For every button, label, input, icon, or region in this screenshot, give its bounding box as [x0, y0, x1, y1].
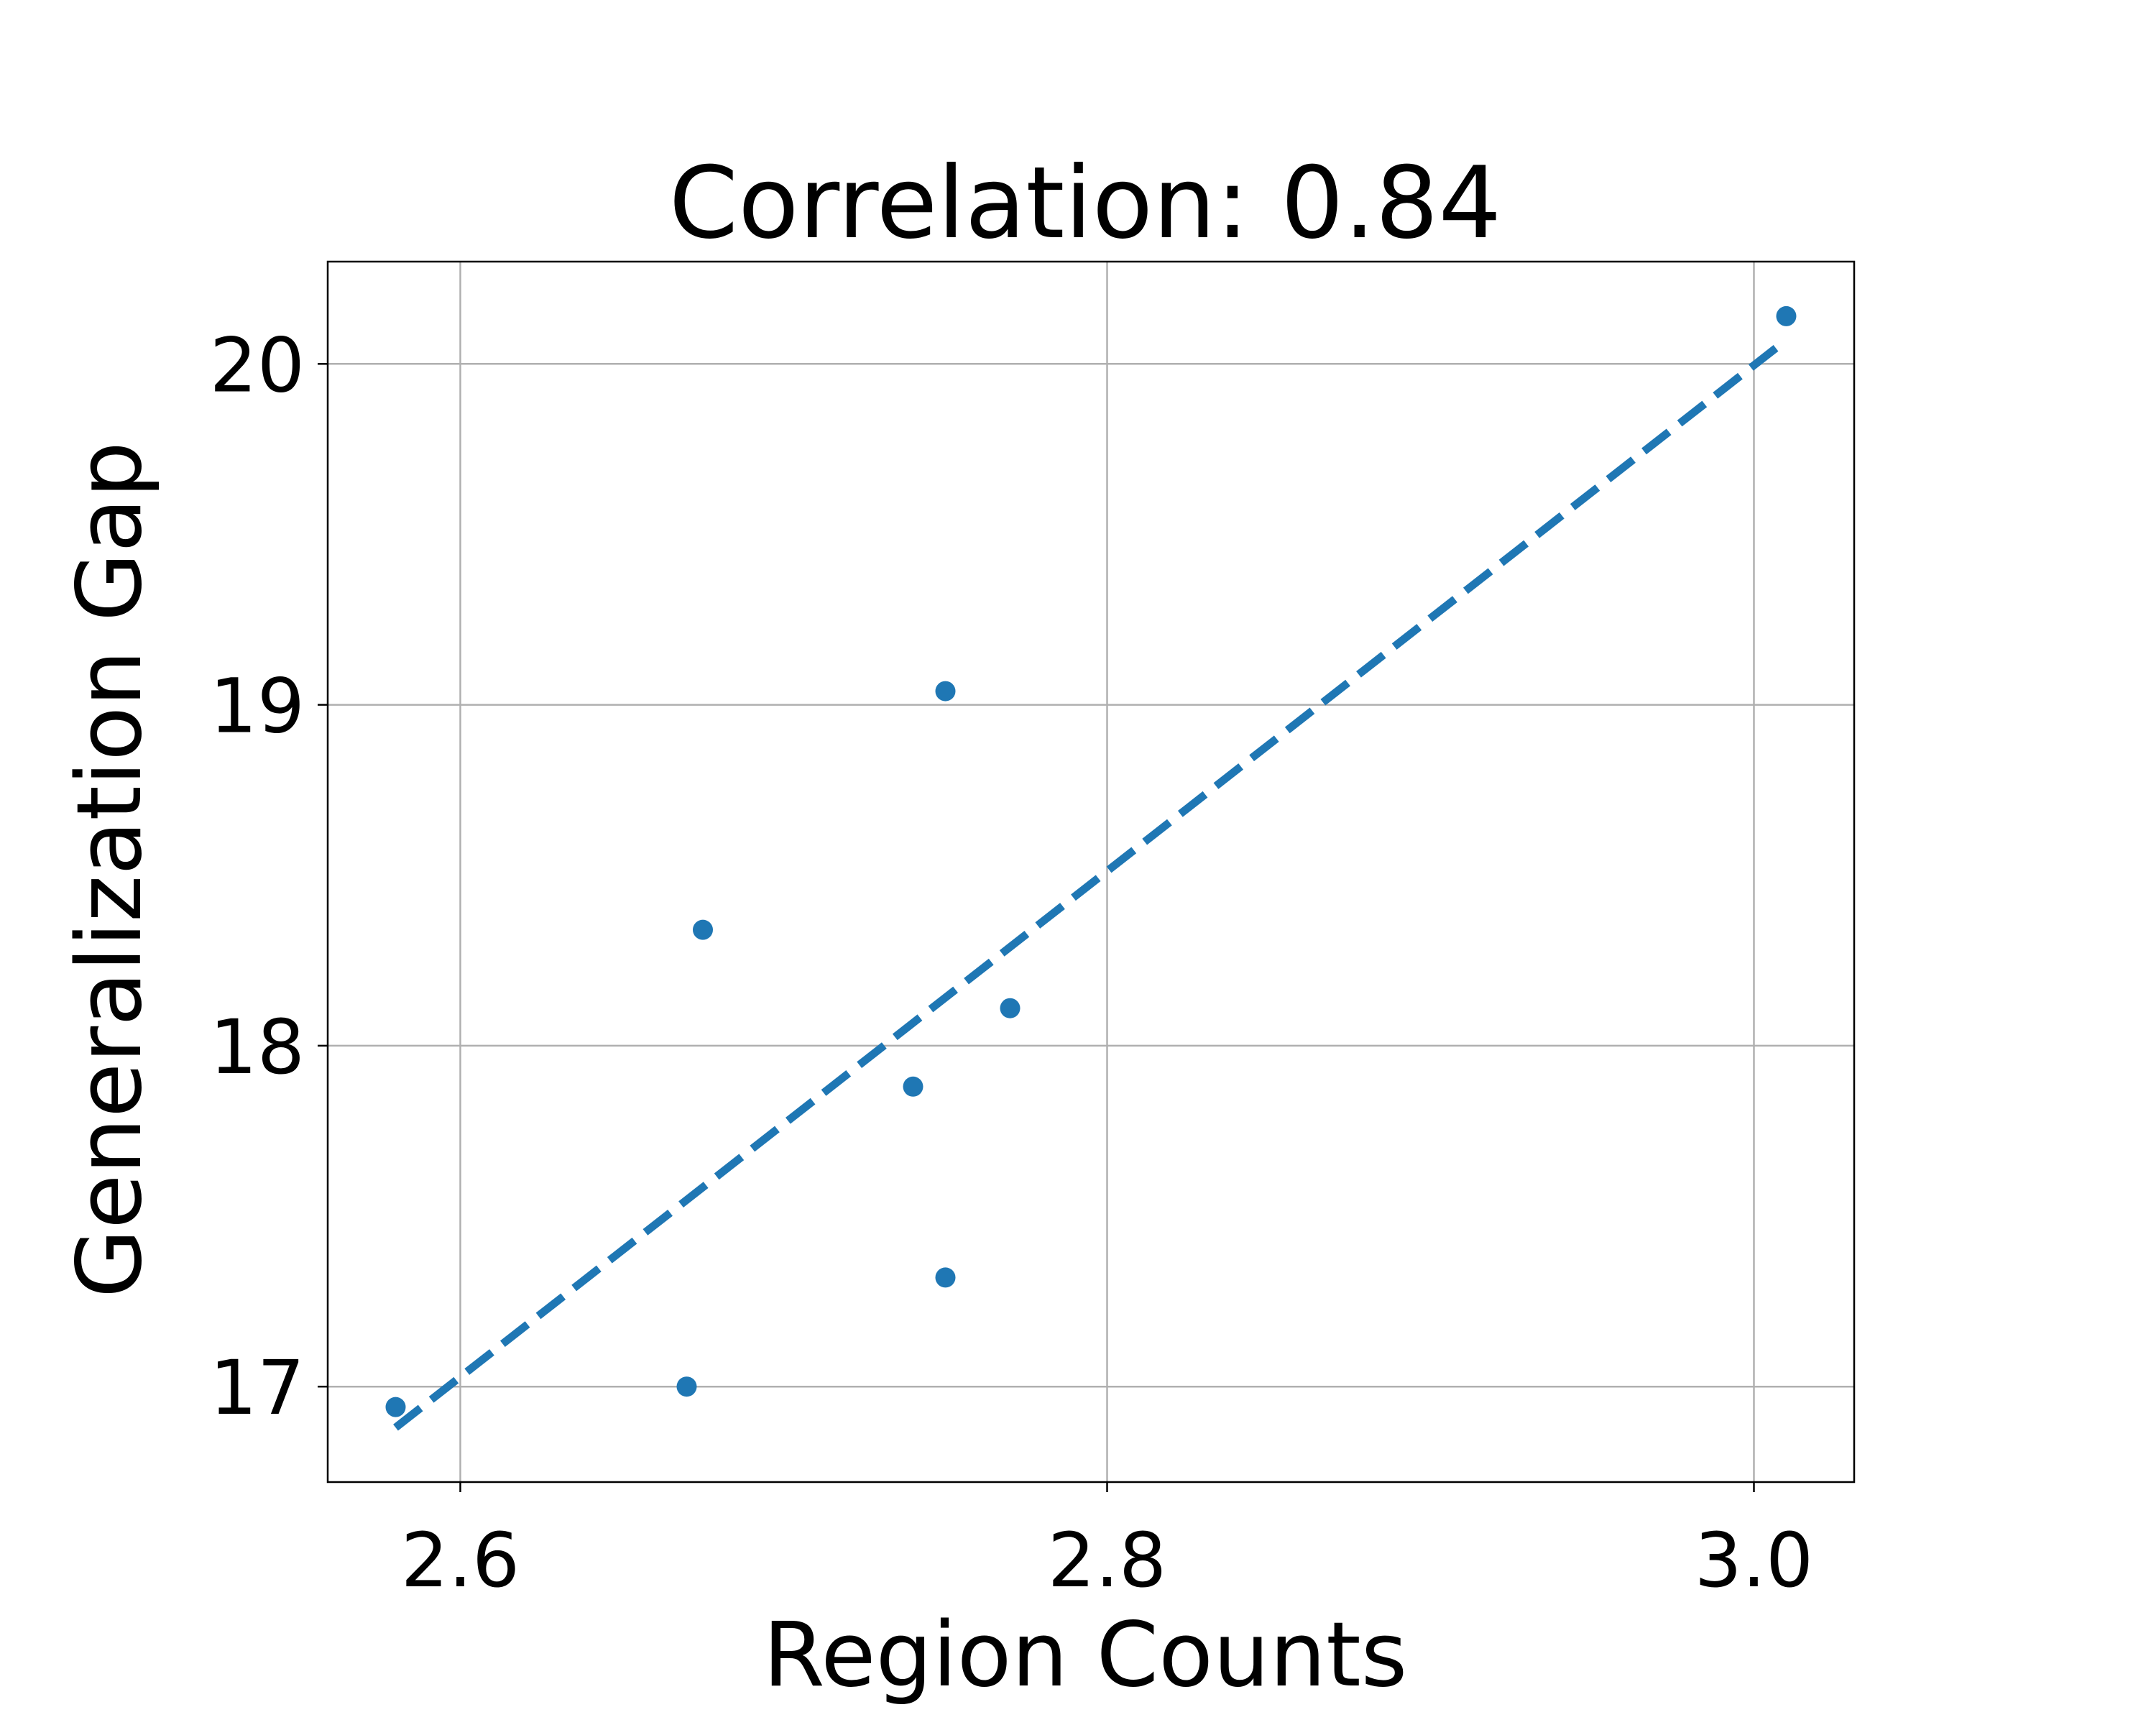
data-point — [693, 919, 713, 940]
data-point — [935, 1267, 956, 1288]
data-point — [676, 1376, 697, 1397]
trendline-layer — [393, 336, 1789, 1431]
y-tick-label: 20 — [210, 321, 305, 409]
data-point — [903, 1076, 923, 1097]
x-tick-label: 3.0 — [1695, 1517, 1813, 1604]
y-axis-ticks: 17 18 19 20 — [210, 321, 328, 1432]
y-tick-label: 17 — [210, 1344, 305, 1432]
y-axis-title: Generalization Gap — [58, 441, 162, 1298]
data-point — [385, 1397, 406, 1417]
y-tick-label: 19 — [210, 663, 305, 750]
plot-area-frame — [326, 260, 1856, 1484]
x-tick-label: 2.6 — [401, 1517, 520, 1604]
x-axis-ticks: 2.6 2.8 3.0 — [401, 1482, 1813, 1604]
chart-title: Correlation: 0.84 — [669, 145, 1502, 261]
points-layer — [385, 305, 1797, 1417]
y-tick-label: 18 — [210, 1003, 305, 1091]
data-point — [1000, 998, 1021, 1018]
x-tick-label: 2.8 — [1048, 1517, 1166, 1604]
data-point — [1776, 305, 1797, 326]
x-axis-title: Region Counts — [763, 1604, 1408, 1707]
grid — [328, 262, 1854, 1482]
trendline — [393, 336, 1789, 1431]
data-point — [935, 681, 956, 702]
